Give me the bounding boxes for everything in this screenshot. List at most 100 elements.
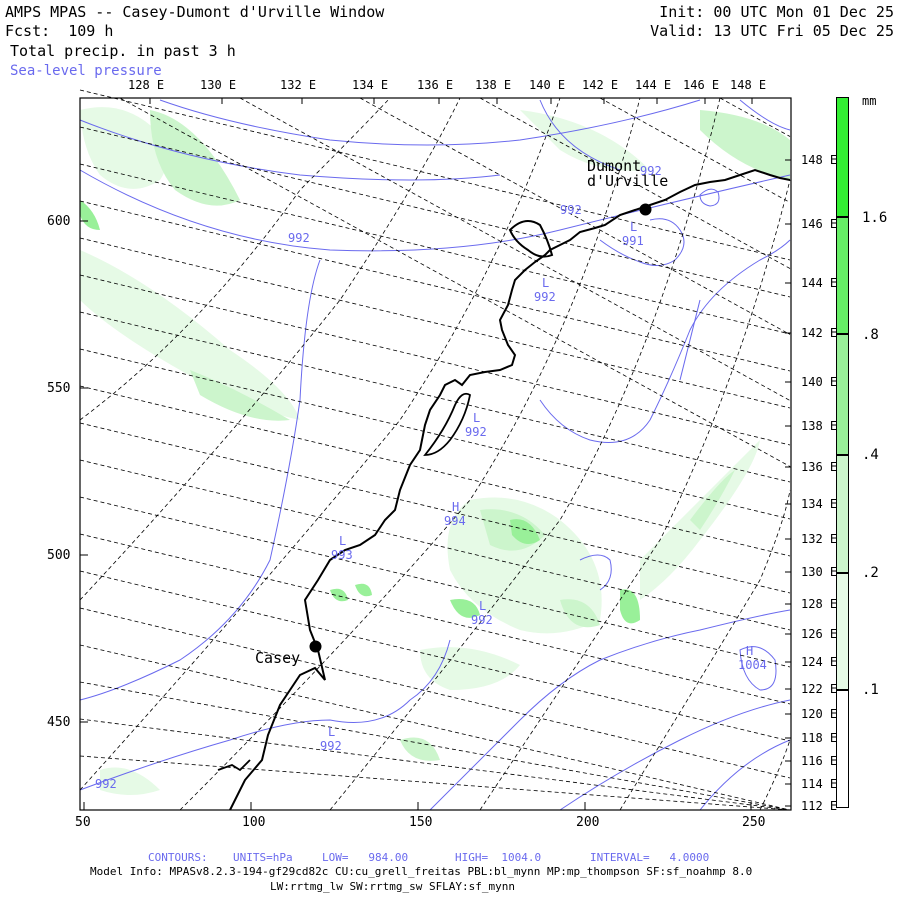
station-label-casey: Casey bbox=[255, 649, 301, 667]
precip-area bbox=[80, 200, 100, 230]
bottom-grid-label: 250 bbox=[742, 815, 766, 830]
pressure-isobar bbox=[579, 554, 612, 591]
field-name: Total precip. in past 3 h bbox=[10, 42, 236, 60]
station-label-dumont-durville: Dumont d'Urville bbox=[587, 157, 669, 190]
longitude-line bbox=[79, 163, 791, 335]
model-info: Model Info: MPASv8.2.3-194-gf29cd82c CU:… bbox=[90, 865, 753, 878]
precip-area bbox=[520, 110, 650, 171]
right-longitude-label: 144 E bbox=[801, 276, 838, 290]
right-longitude-label: 116 E bbox=[801, 754, 838, 768]
precip-area bbox=[190, 370, 290, 421]
pressure-isobar bbox=[159, 99, 701, 146]
precip-area bbox=[620, 589, 640, 624]
pressure-value: 992 bbox=[640, 164, 662, 178]
longitude-line bbox=[79, 718, 791, 811]
longitude-line bbox=[79, 311, 791, 483]
left-grid-label: 450 bbox=[47, 715, 71, 730]
pressure-contours bbox=[79, 99, 791, 811]
pressure-isobar bbox=[699, 188, 720, 207]
pressure-center-letter: L bbox=[339, 534, 347, 548]
latitude-line bbox=[619, 489, 791, 811]
pressure-value: 992 bbox=[560, 203, 582, 217]
right-longitude-label: 132 E bbox=[801, 532, 838, 546]
bottom-grid-label: 50 bbox=[75, 815, 91, 830]
longitude-line bbox=[79, 200, 791, 372]
pressure-isobar bbox=[539, 99, 621, 171]
longitude-line bbox=[79, 533, 791, 705]
right-longitude-label: 118 E bbox=[801, 731, 838, 745]
overlay-name: Sea-level pressure bbox=[10, 63, 162, 79]
right-longitude-label: 120 E bbox=[801, 707, 838, 721]
colorbar-label: .8 bbox=[862, 327, 879, 343]
pressure-center-letter: L bbox=[542, 276, 550, 290]
right-longitude-label: 128 E bbox=[801, 597, 838, 611]
ice-tongue-outline bbox=[423, 392, 472, 456]
precip-area bbox=[150, 110, 240, 206]
pressure-value: 1004 bbox=[738, 658, 767, 672]
right-longitude-label: 126 E bbox=[801, 627, 838, 641]
right-longitude-label: 146 E bbox=[801, 217, 838, 231]
contours-interval: INTERVAL= 4.0000 bbox=[590, 851, 710, 864]
left-grid-label: 500 bbox=[47, 548, 71, 563]
top-longitude-label: 136 E bbox=[417, 78, 454, 92]
longitude-line bbox=[719, 97, 791, 137]
precip-area bbox=[330, 588, 348, 602]
top-longitude-label: 148 E bbox=[730, 78, 767, 92]
bottom-grid-label: 100 bbox=[242, 815, 266, 830]
pressure-center-letter: L bbox=[473, 411, 481, 425]
lat-lon-grid bbox=[79, 89, 791, 811]
pressure-isobar bbox=[79, 169, 791, 252]
map-frame bbox=[79, 97, 792, 811]
coastline bbox=[217, 168, 791, 811]
longitude-line bbox=[79, 644, 791, 811]
latitude-line bbox=[329, 97, 721, 811]
bottom-grid-label: 200 bbox=[576, 815, 600, 830]
contours-high: HIGH= 1004.0 bbox=[455, 851, 542, 864]
longitude-line bbox=[79, 89, 791, 261]
latitude-line bbox=[79, 97, 461, 601]
chart-title: AMPS MPAS -- Casey-Dumont d'Urville Wind… bbox=[5, 3, 385, 21]
forecast-hour: Fcst: 109 h bbox=[5, 22, 114, 40]
latitude-line bbox=[179, 97, 641, 811]
right-longitude-label: 148 E bbox=[801, 153, 838, 167]
left-grid-label: 600 bbox=[47, 214, 71, 229]
precip-area bbox=[450, 599, 480, 618]
axis-ticks bbox=[80, 98, 791, 810]
right-longitude-label: 136 E bbox=[801, 460, 838, 474]
pressure-value: 992 bbox=[534, 290, 556, 304]
bottom-grid-label: 150 bbox=[409, 815, 433, 830]
coastline-detail bbox=[217, 759, 251, 772]
right-longitude-label: 142 E bbox=[801, 326, 838, 340]
colorbar-segment bbox=[836, 573, 849, 690]
top-longitude-label: 128 E bbox=[128, 78, 165, 92]
pressure-isobar bbox=[599, 218, 685, 266]
precip-area bbox=[510, 519, 540, 544]
right-longitude-label: 112 E bbox=[801, 799, 838, 813]
top-longitude-label: 138 E bbox=[475, 78, 512, 92]
longitude-line bbox=[79, 126, 791, 298]
precip-area bbox=[80, 250, 300, 420]
precip-area bbox=[400, 737, 440, 761]
island-outline bbox=[508, 220, 554, 258]
longitude-line bbox=[79, 681, 791, 811]
precip-area bbox=[420, 647, 520, 690]
casey-station bbox=[309, 640, 322, 653]
longitude-line bbox=[79, 237, 791, 409]
coastline-path bbox=[229, 168, 791, 811]
colorbar-segment bbox=[836, 97, 849, 217]
longitude-line bbox=[359, 97, 791, 335]
contours-label: CONTOURS: bbox=[148, 851, 208, 864]
longitude-line bbox=[79, 348, 791, 520]
longitude-line bbox=[79, 459, 791, 631]
right-longitude-label: 130 E bbox=[801, 565, 838, 579]
pressure-value: 992 bbox=[95, 777, 117, 791]
longitude-line bbox=[119, 97, 791, 467]
top-longitude-label: 132 E bbox=[280, 78, 317, 92]
longitude-line bbox=[79, 496, 791, 668]
latitude-line bbox=[479, 179, 791, 811]
pressure-value: 994 bbox=[444, 514, 466, 528]
contours-low: LOW= 984.00 bbox=[322, 851, 409, 864]
top-longitude-label: 140 E bbox=[529, 78, 566, 92]
pressure-center-letter: L bbox=[479, 599, 487, 613]
